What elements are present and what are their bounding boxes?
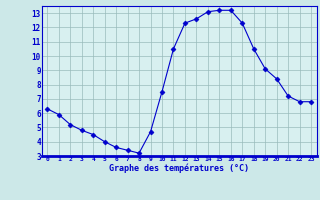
X-axis label: Graphe des températures (°C): Graphe des températures (°C) <box>109 163 249 173</box>
